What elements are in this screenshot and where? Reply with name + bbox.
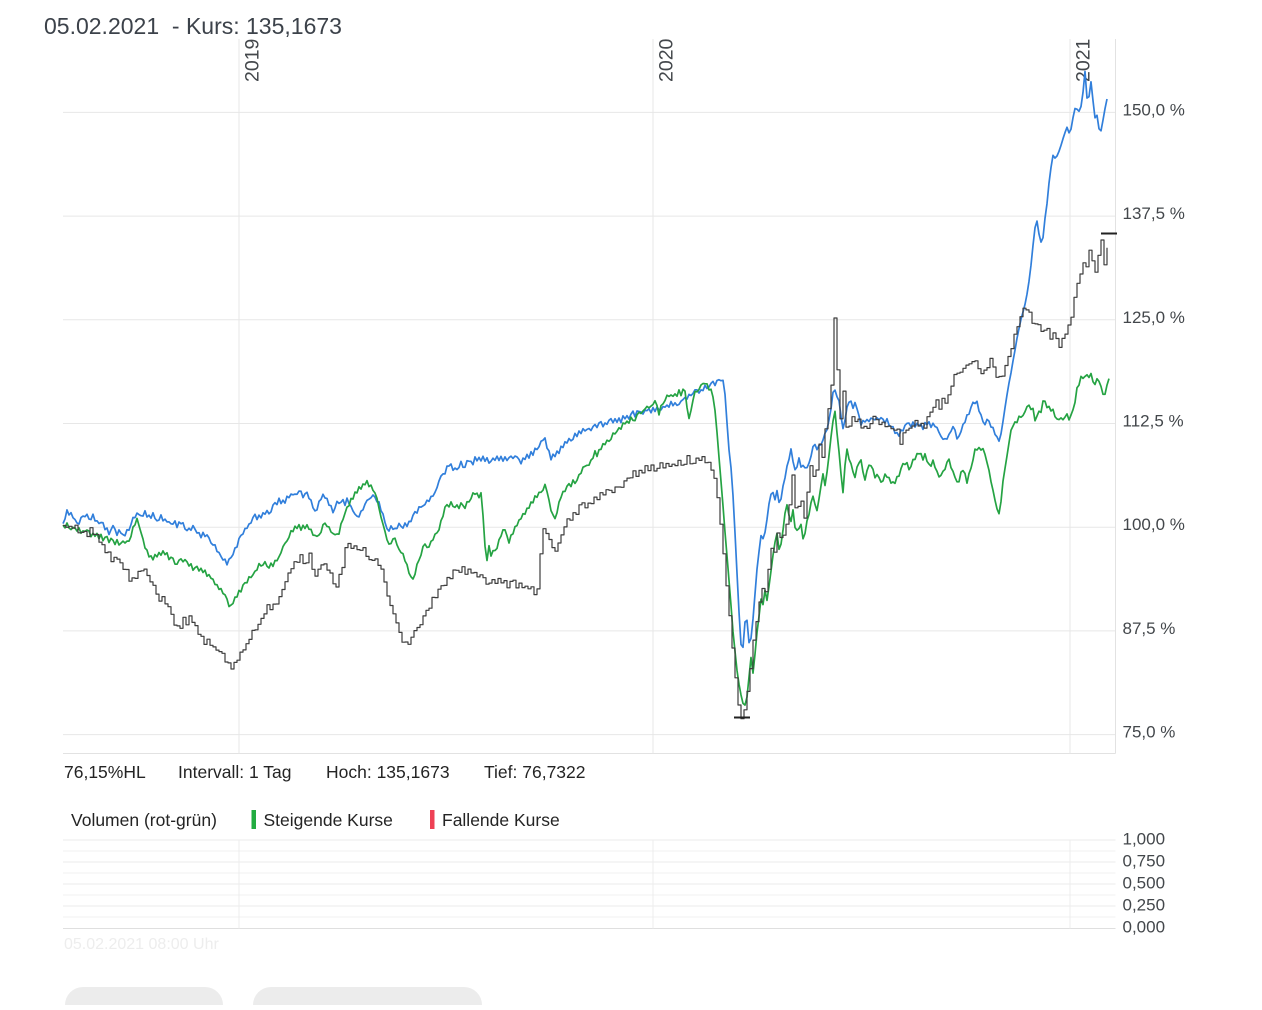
svg-text:05.02.2021 - Kurs: 135,1673: 05.02.2021 - Kurs: 135,1673	[44, 13, 342, 39]
svg-text:87,5 %: 87,5 %	[1123, 619, 1176, 638]
svg-text:1,000: 1,000	[1123, 830, 1166, 849]
svg-text:Tief: 76,7322: Tief: 76,7322	[484, 762, 586, 782]
svg-text:76,15%HL: 76,15%HL	[64, 762, 146, 782]
svg-text:Volumen (rot-grün): Volumen (rot-grün)	[71, 810, 217, 830]
svg-text:2020: 2020	[656, 38, 678, 82]
svg-text:150,0 %: 150,0 %	[1123, 100, 1185, 119]
svg-text:Steigende Kurse: Steigende Kurse	[264, 810, 393, 830]
svg-text:75,0 %: 75,0 %	[1123, 723, 1176, 742]
svg-text:100,0 %: 100,0 %	[1123, 515, 1185, 534]
svg-text:0,500: 0,500	[1123, 874, 1166, 893]
svg-text:Hoch: 135,1673: Hoch: 135,1673	[326, 762, 450, 782]
svg-text:137,5 %: 137,5 %	[1123, 204, 1185, 223]
svg-text:Fallende Kurse: Fallende Kurse	[442, 810, 560, 830]
svg-text:05.02.2021 08:00 Uhr: 05.02.2021 08:00 Uhr	[64, 936, 219, 953]
svg-text:2021: 2021	[1073, 39, 1095, 82]
svg-text:0,250: 0,250	[1123, 896, 1166, 915]
svg-text:0,000: 0,000	[1123, 918, 1166, 937]
svg-text:125,0 %: 125,0 %	[1123, 308, 1185, 327]
svg-text:0,750: 0,750	[1123, 852, 1166, 871]
svg-text:112,5 %: 112,5 %	[1123, 412, 1184, 431]
svg-text:Intervall: 1 Tag: Intervall: 1 Tag	[178, 762, 292, 782]
svg-text:2019: 2019	[242, 39, 264, 82]
